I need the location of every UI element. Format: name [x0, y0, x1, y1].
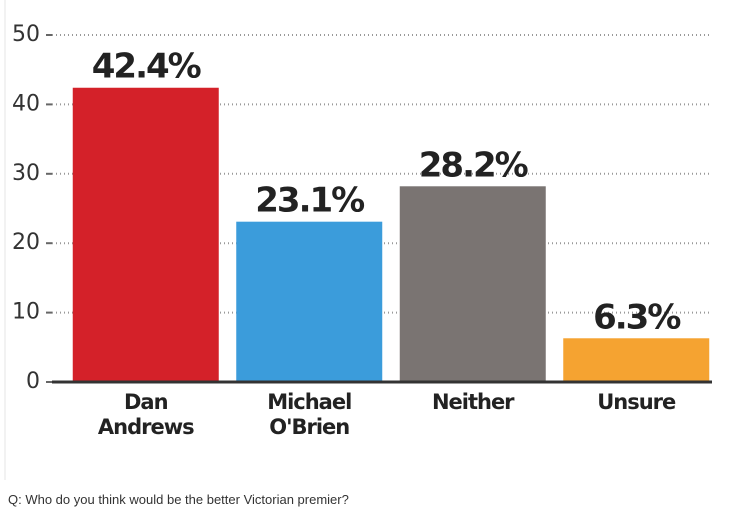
value-label: 23.1%	[255, 181, 364, 221]
value-label: 28.2%	[419, 145, 528, 185]
y-tick-label: 20	[12, 230, 40, 255]
bar	[72, 87, 219, 382]
bar	[236, 221, 383, 382]
value-label: 42.4%	[92, 47, 201, 87]
y-tick-label: 0	[26, 369, 40, 394]
value-label: 6.3%	[593, 297, 680, 337]
bar	[399, 186, 546, 382]
x-tick-label: Neither	[431, 390, 515, 414]
y-tick-label: 10	[12, 300, 40, 325]
x-tick-label: Dan Andrews	[97, 390, 195, 439]
x-tick-label: Michael O'Brien	[267, 390, 352, 439]
caption: Q: Who do you think would be the better …	[8, 492, 349, 507]
y-tick-label: 30	[12, 161, 40, 186]
x-tick-label: Unsure	[597, 390, 676, 414]
y-tick-label: 50	[12, 22, 40, 47]
chart: 0 10 20 30 40 50 42.4% 23.1% 28.2% 6.3%	[4, 0, 712, 480]
bar	[563, 338, 710, 382]
y-tick-label: 40	[12, 91, 40, 116]
